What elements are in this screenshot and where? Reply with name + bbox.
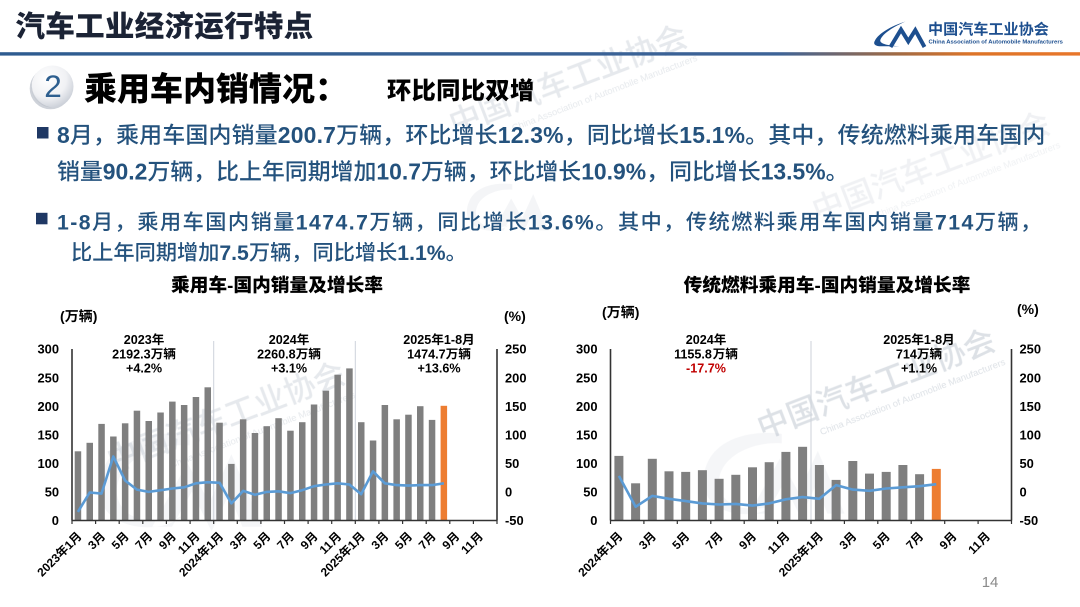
svg-text:-50: -50: [1020, 513, 1039, 528]
svg-text:1474.7: 1474.7: [296, 211, 370, 234]
svg-text:10.7: 10.7: [376, 159, 421, 185]
svg-text:50: 50: [583, 485, 597, 500]
svg-text:1.1%: 1.1%: [397, 242, 445, 265]
svg-text:2: 2: [44, 68, 62, 104]
svg-text:+1.1%: +1.1%: [901, 362, 937, 376]
svg-text:90.2: 90.2: [103, 159, 148, 185]
svg-text:150: 150: [1020, 399, 1042, 414]
svg-text:-50: -50: [505, 513, 524, 528]
svg-text:1-8: 1-8: [57, 211, 92, 234]
svg-text:7.5: 7.5: [219, 242, 249, 265]
svg-text:2192.3: 2192.3: [112, 347, 151, 361]
svg-text:714: 714: [935, 211, 975, 234]
svg-text:(: (: [60, 308, 65, 324]
svg-text:13.5%: 13.5%: [761, 159, 826, 185]
svg-text:200: 200: [505, 370, 527, 385]
svg-text:2025: 2025: [883, 333, 911, 347]
svg-text:2024: 2024: [686, 333, 714, 347]
svg-text:250: 250: [38, 370, 60, 385]
svg-text:300: 300: [576, 342, 598, 357]
svg-text:150: 150: [505, 399, 527, 414]
svg-text:100: 100: [576, 456, 598, 471]
svg-text:1474.7: 1474.7: [407, 347, 446, 361]
svg-text:): ): [93, 308, 98, 324]
svg-text:100: 100: [505, 427, 527, 442]
svg-text:(: (: [602, 304, 607, 320]
svg-text:(%): (%): [504, 308, 526, 324]
svg-text:1-8: 1-8: [444, 333, 462, 347]
svg-text:15.1%: 15.1%: [679, 122, 745, 148]
svg-text:China Association of Automobil: China Association of Automobile Manufact…: [929, 40, 1064, 46]
svg-text:+4.2%: +4.2%: [126, 362, 162, 376]
svg-text:14: 14: [982, 574, 999, 591]
svg-text:-: -: [227, 275, 233, 296]
svg-text:(%): (%): [1017, 301, 1039, 317]
svg-text:300: 300: [38, 342, 60, 357]
svg-text:0: 0: [590, 513, 597, 528]
svg-text:100: 100: [1020, 427, 1042, 442]
svg-text:0: 0: [1020, 485, 1027, 500]
svg-text:-17.7%: -17.7%: [686, 362, 726, 376]
svg-text:50: 50: [505, 456, 519, 471]
svg-text:200: 200: [38, 399, 60, 414]
svg-text:12.3%: 12.3%: [498, 122, 564, 148]
svg-text:10.9%: 10.9%: [581, 159, 646, 185]
svg-text:150: 150: [576, 427, 598, 442]
svg-text:0: 0: [505, 485, 512, 500]
svg-text:2024: 2024: [269, 333, 297, 347]
svg-text:2260.8: 2260.8: [257, 347, 296, 361]
svg-text:+13.6%: +13.6%: [418, 362, 461, 376]
svg-text:): ): [635, 304, 640, 320]
svg-text:13.6%: 13.6%: [528, 211, 595, 234]
svg-text:50: 50: [1020, 456, 1034, 471]
svg-text:2023: 2023: [124, 333, 152, 347]
svg-text:100: 100: [38, 456, 60, 471]
svg-text:200: 200: [576, 399, 598, 414]
svg-text:8: 8: [57, 122, 70, 148]
svg-text:1155.8: 1155.8: [674, 347, 712, 361]
svg-text:200: 200: [1020, 370, 1042, 385]
svg-text:200.7: 200.7: [278, 122, 336, 148]
svg-text:150: 150: [38, 427, 60, 442]
svg-text:-: -: [815, 275, 821, 296]
svg-text:0: 0: [52, 513, 59, 528]
svg-text:50: 50: [45, 485, 59, 500]
svg-text:250: 250: [576, 370, 598, 385]
svg-text:2025: 2025: [403, 333, 431, 347]
svg-text:+3.1%: +3.1%: [271, 362, 307, 376]
svg-text:1-8: 1-8: [924, 333, 942, 347]
svg-text:250: 250: [1020, 342, 1042, 357]
svg-text:714: 714: [896, 347, 917, 361]
svg-text:250: 250: [505, 342, 527, 357]
